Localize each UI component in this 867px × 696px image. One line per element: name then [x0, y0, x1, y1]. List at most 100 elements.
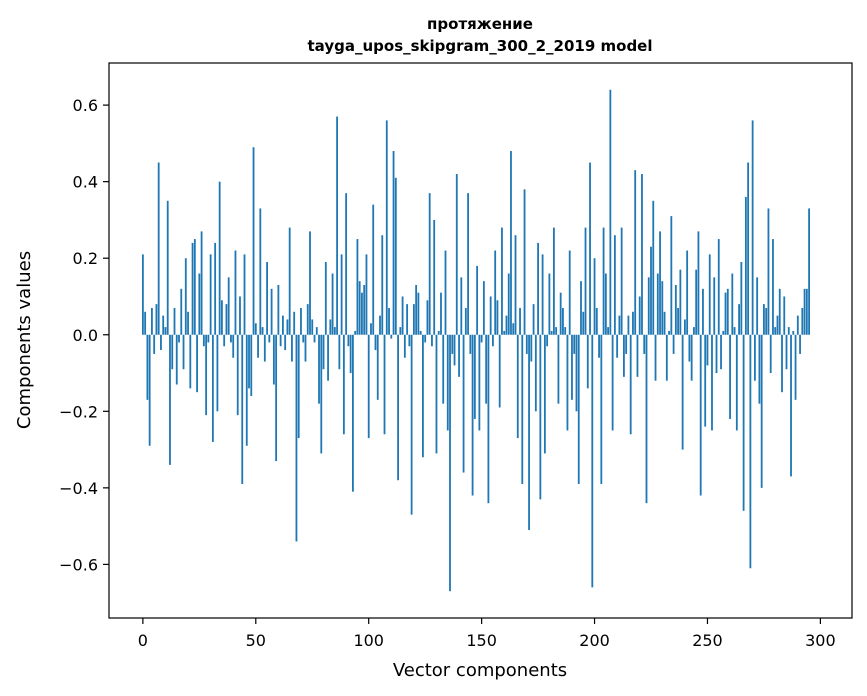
bar [805, 288, 808, 335]
bar [803, 288, 806, 335]
bar [221, 300, 223, 335]
bar [756, 277, 759, 335]
bar [218, 181, 221, 335]
bar [772, 239, 774, 335]
bar [609, 89, 612, 335]
bar [650, 246, 652, 335]
bar [433, 219, 436, 335]
bar [415, 285, 418, 335]
bar [534, 334, 537, 412]
bar [263, 334, 266, 362]
bar [742, 334, 745, 511]
bar [275, 334, 278, 462]
bar [435, 334, 438, 454]
bar [442, 334, 445, 404]
bar [643, 334, 646, 354]
bar [733, 327, 736, 335]
bar [469, 334, 472, 354]
bar [760, 334, 763, 488]
bar [713, 277, 716, 335]
bar [295, 334, 298, 542]
bar [327, 334, 329, 381]
bar [383, 334, 386, 435]
bar [753, 334, 756, 381]
x-tick-label: 0 [138, 631, 148, 650]
bar [598, 334, 600, 358]
bar [193, 239, 196, 335]
bar [584, 227, 587, 335]
bar [602, 227, 605, 335]
bar [200, 231, 203, 335]
bar [266, 262, 268, 335]
bar [363, 285, 366, 335]
bar [706, 334, 709, 366]
bar [726, 288, 729, 335]
bar [309, 231, 311, 335]
bar [291, 334, 293, 362]
bar [679, 269, 682, 335]
bar [480, 334, 483, 343]
bar [268, 334, 271, 343]
bar [376, 334, 379, 400]
bar [338, 334, 341, 370]
bar [318, 334, 320, 404]
bar [623, 334, 625, 377]
bar [496, 300, 499, 335]
bar [568, 250, 571, 335]
bar [625, 334, 628, 354]
bar [591, 334, 594, 588]
bar [379, 315, 381, 335]
bar [580, 281, 582, 335]
bar [611, 334, 614, 431]
bar [349, 334, 352, 374]
x-tick-label: 250 [692, 631, 723, 650]
bar [324, 262, 327, 335]
bar [462, 334, 465, 473]
bar [765, 307, 768, 335]
bar [225, 304, 228, 335]
x-tick-label: 100 [353, 631, 384, 650]
bar [331, 273, 334, 335]
bar [426, 300, 429, 335]
bar [686, 250, 689, 335]
bar [564, 327, 567, 335]
bar [523, 189, 526, 335]
bar [776, 315, 779, 335]
bar [555, 327, 558, 335]
bar [232, 334, 235, 358]
bar [638, 296, 641, 335]
y-tick-label: 0.2 [73, 249, 98, 268]
bar [514, 235, 517, 335]
bar [410, 334, 413, 515]
bar [582, 311, 585, 335]
bar [740, 262, 743, 335]
bar [724, 292, 727, 335]
bar [654, 334, 657, 381]
bar [148, 334, 151, 446]
bar [629, 334, 632, 435]
bar [618, 315, 621, 335]
bar [374, 334, 377, 351]
bar [722, 330, 725, 335]
bar [230, 334, 232, 343]
bar [799, 334, 801, 354]
bar [613, 235, 616, 335]
bar [239, 296, 241, 335]
bar [543, 334, 546, 454]
bar [512, 323, 515, 335]
bar [191, 242, 194, 335]
bar [356, 239, 359, 335]
bar [333, 327, 336, 335]
bar [297, 334, 300, 439]
chart-title: протяжение [427, 15, 533, 33]
bar [532, 304, 535, 335]
bar [541, 254, 544, 335]
x-tick-label: 300 [805, 631, 836, 650]
bar [342, 334, 345, 435]
bar [394, 177, 397, 335]
bar [539, 334, 542, 500]
y-axis: −0.6 −0.4 −0.2 0.0 0.2 0.4 0.6 [59, 96, 109, 574]
bar [431, 334, 433, 347]
bar [738, 304, 740, 335]
bar [180, 288, 183, 335]
